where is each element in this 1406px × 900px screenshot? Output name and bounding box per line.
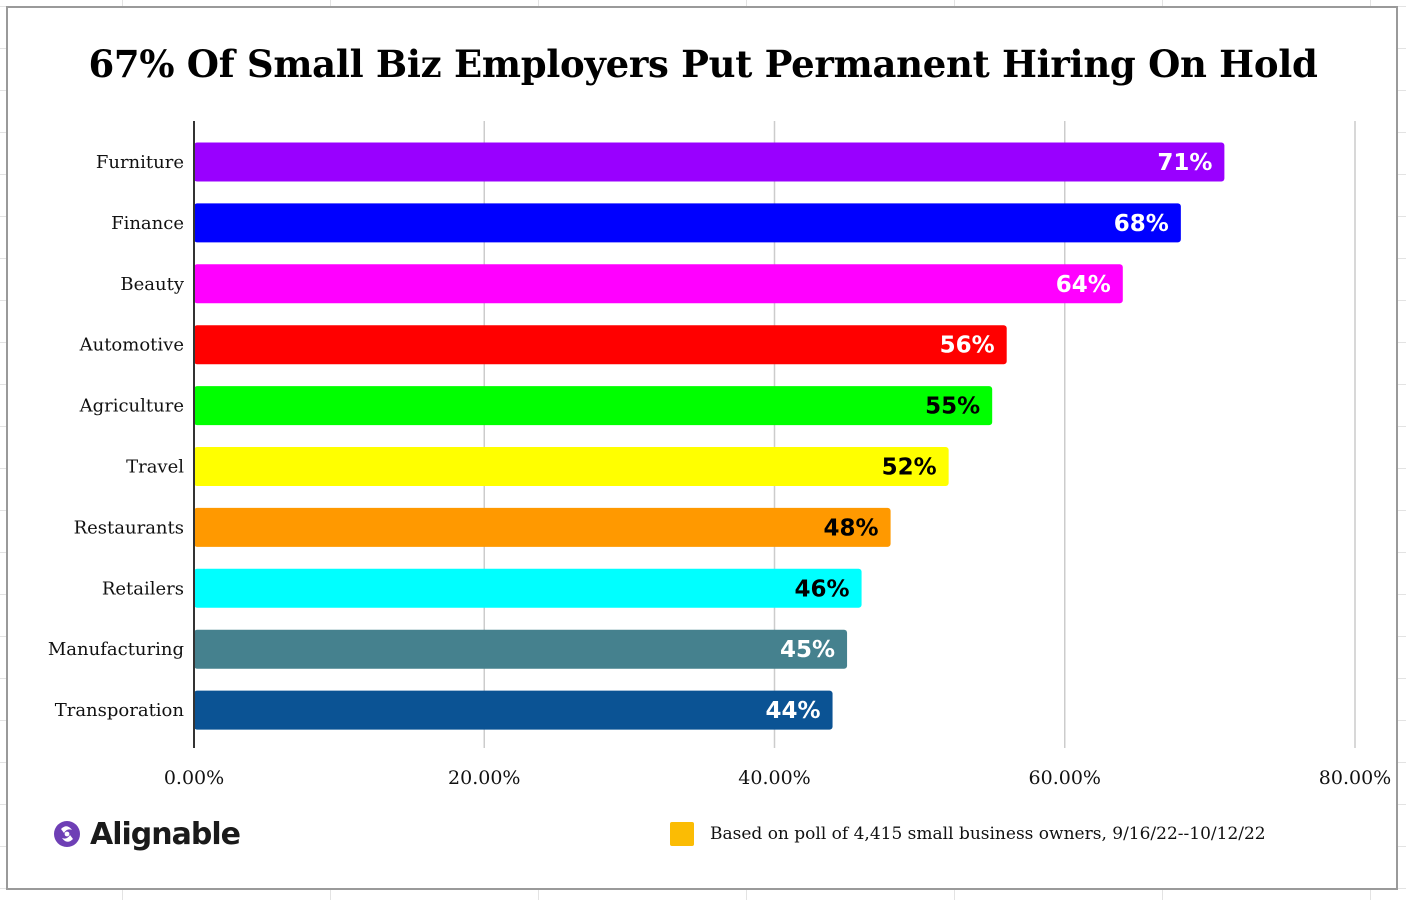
bar [194, 203, 1181, 243]
chart-title: 67% Of Small Biz Employers Put Permanent… [88, 42, 1318, 86]
data-label: 48% [824, 515, 879, 541]
brand-logo: Alignable [52, 812, 241, 856]
bar [194, 690, 833, 730]
data-label: 55% [925, 394, 980, 420]
brand-name: Alignable [90, 816, 241, 852]
legend: Based on poll of 4,415 small business ow… [670, 822, 1266, 846]
data-label: 71% [1157, 150, 1212, 176]
category-label: Automotive [79, 335, 184, 356]
data-label: 56% [940, 333, 995, 359]
category-label: Beauty [120, 274, 184, 295]
category-label: Manufacturing [48, 639, 184, 660]
legend-label: Based on poll of 4,415 small business ow… [710, 824, 1266, 844]
x-tick-label: 20.00% [448, 767, 520, 789]
x-tick-label: 80.00% [1319, 767, 1391, 789]
x-tick-label: 0.00% [164, 767, 224, 789]
bar [194, 325, 1007, 365]
legend-swatch [670, 822, 694, 846]
bar [194, 629, 848, 669]
bar [194, 507, 891, 547]
bar [194, 386, 993, 426]
category-label: Travel [126, 457, 184, 478]
category-label: Furniture [96, 152, 184, 173]
bar [194, 568, 862, 608]
data-label: 46% [795, 576, 850, 602]
x-tick-label: 40.00% [738, 767, 810, 789]
bar [194, 447, 949, 486]
bar [194, 142, 1225, 182]
category-label: Transporation [55, 700, 185, 721]
category-label: Finance [111, 213, 184, 234]
bar [194, 264, 1123, 304]
data-label: 52% [882, 455, 937, 481]
alignable-logo-icon [54, 821, 80, 847]
category-label: Agriculture [79, 396, 184, 417]
data-label: 68% [1114, 211, 1169, 237]
category-label: Restaurants [74, 517, 184, 538]
data-label: 64% [1056, 272, 1111, 298]
data-label: 44% [765, 698, 820, 724]
category-label: Retailers [102, 578, 184, 599]
data-label: 45% [780, 637, 835, 663]
x-tick-label: 60.00% [1029, 767, 1101, 789]
